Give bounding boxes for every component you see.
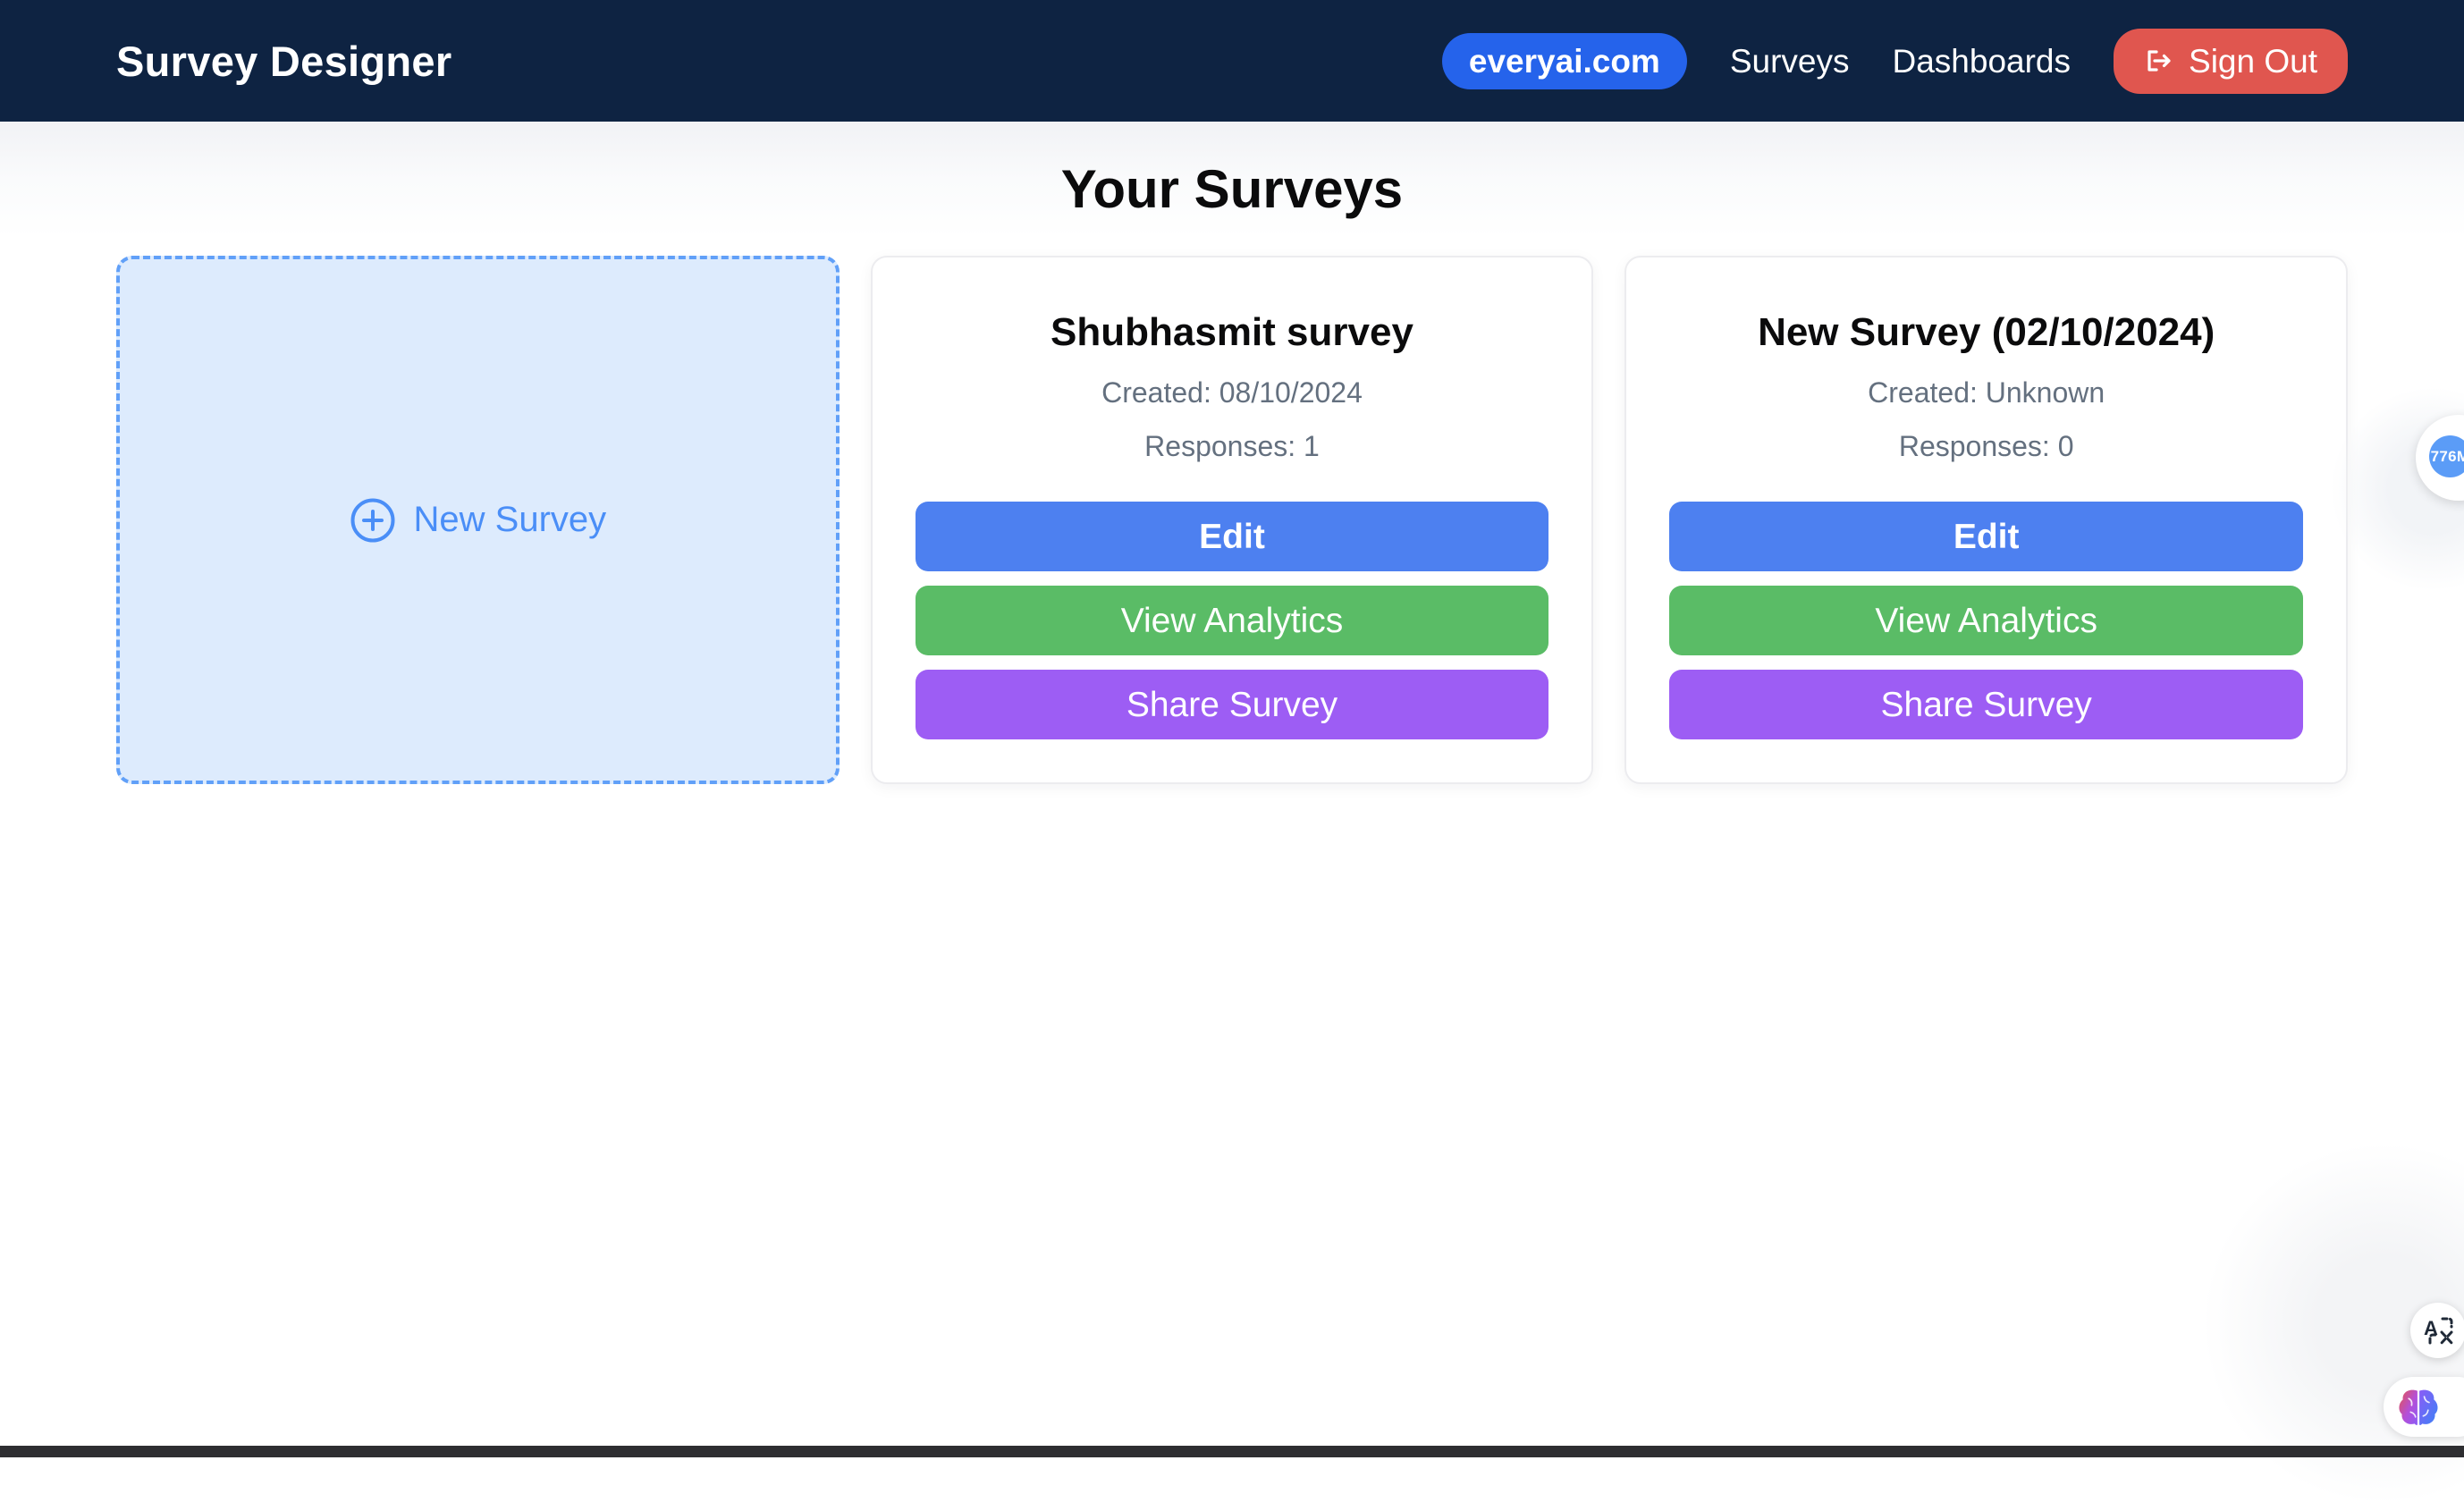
- account-pill[interactable]: everyai.com: [1441, 32, 1687, 89]
- survey-card: New Survey (02/10/2024) Created: Unknown…: [1624, 256, 2348, 784]
- sign-out-button[interactable]: Sign Out: [2114, 28, 2348, 94]
- edit-button[interactable]: Edit: [1669, 502, 2303, 571]
- new-survey-label: New Survey: [413, 500, 607, 539]
- nav-link-surveys[interactable]: Surveys: [1729, 42, 1850, 80]
- survey-card-grid: New Survey Shubhasmit survey Created: 08…: [116, 256, 2348, 784]
- edit-button[interactable]: Edit: [915, 502, 1549, 571]
- view-analytics-button[interactable]: View Analytics: [1669, 586, 2303, 655]
- counter-badge[interactable]: 776M: [2429, 435, 2464, 477]
- plus-circle-icon: [350, 497, 396, 544]
- bottom-edge-bar: [0, 1446, 2464, 1457]
- share-survey-button[interactable]: Share Survey: [915, 670, 1549, 739]
- app-header: Survey Designer everyai.com Surveys Dash…: [0, 0, 2464, 122]
- survey-actions: Edit View Analytics Share Survey: [1669, 502, 2303, 739]
- survey-responses: Responses: 0: [1898, 430, 2074, 462]
- app-title: Survey Designer: [116, 37, 452, 85]
- survey-created: Created: 08/10/2024: [1101, 376, 1363, 409]
- ai-assistant-fab[interactable]: [2384, 1377, 2464, 1437]
- header-nav: everyai.com Surveys Dashboards Sign Out: [1441, 28, 2348, 94]
- survey-title: Shubhasmit survey: [1051, 310, 1413, 354]
- brain-icon: [2395, 1384, 2442, 1431]
- sign-out-icon: [2144, 46, 2174, 76]
- translate-icon: A: [2421, 1313, 2455, 1347]
- survey-responses: Responses: 1: [1144, 430, 1320, 462]
- new-survey-card[interactable]: New Survey: [116, 256, 840, 784]
- survey-created: Created: Unknown: [1868, 376, 2105, 409]
- page-title: Your Surveys: [1060, 159, 1404, 219]
- survey-title: New Survey (02/10/2024): [1758, 310, 2215, 354]
- survey-card: Shubhasmit survey Created: 08/10/2024 Re…: [870, 256, 1594, 784]
- share-survey-button[interactable]: Share Survey: [1669, 670, 2303, 739]
- translate-fab[interactable]: A: [2410, 1303, 2464, 1358]
- sign-out-label: Sign Out: [2189, 42, 2317, 80]
- survey-actions: Edit View Analytics Share Survey: [915, 502, 1549, 739]
- nav-link-dashboards[interactable]: Dashboards: [1892, 42, 2072, 80]
- view-analytics-button[interactable]: View Analytics: [915, 586, 1549, 655]
